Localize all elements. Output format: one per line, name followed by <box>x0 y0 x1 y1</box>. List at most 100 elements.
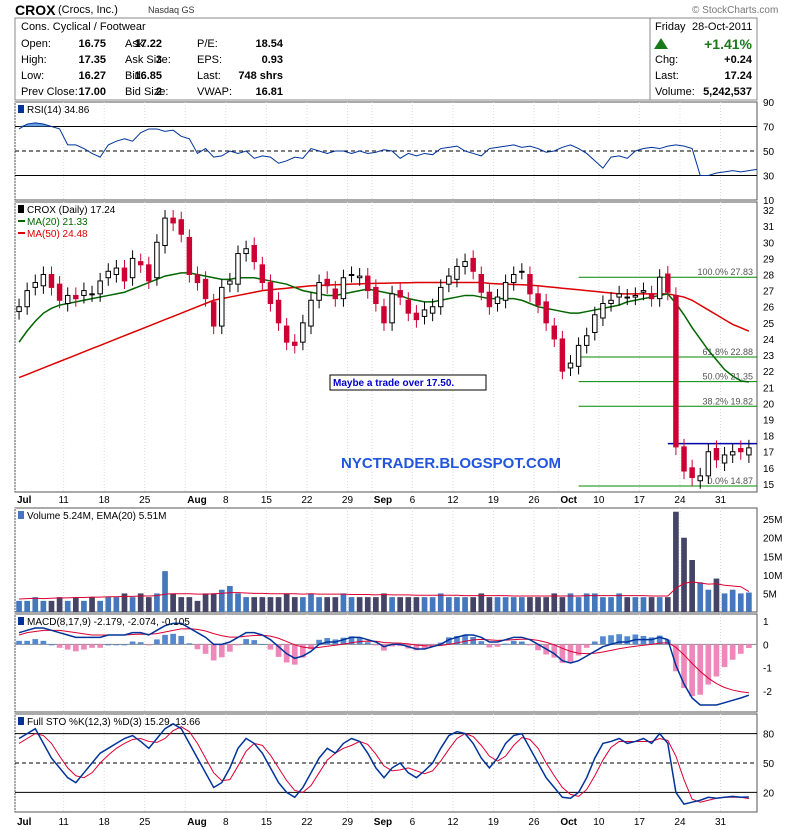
x-axis-label: 29 <box>342 495 354 506</box>
price-tick-label: 26 <box>763 303 775 314</box>
macd-histogram-bar <box>535 644 541 651</box>
macd-histogram-bar <box>267 644 274 650</box>
macd-histogram-bar <box>470 636 477 645</box>
volume-bar <box>591 593 598 612</box>
macd-histogram-bar <box>56 644 63 648</box>
quote-date: 28-Oct-2011 <box>692 21 753 33</box>
candle-body <box>600 303 606 319</box>
volume-bar <box>373 597 379 612</box>
volume-bar <box>308 593 314 612</box>
x-axis-label: 15 <box>261 495 273 506</box>
x-axis-label-bottom: Oct <box>560 817 577 828</box>
candle-body <box>729 451 736 456</box>
volume-bar <box>89 597 95 612</box>
macd-histogram-bar <box>32 639 39 645</box>
volume-bar <box>235 593 241 612</box>
price-tick-label: 18 <box>763 432 775 443</box>
macd-histogram-bar <box>48 644 55 646</box>
volume-bar <box>543 597 549 612</box>
candle-body <box>48 274 55 288</box>
volume-bar <box>267 597 274 612</box>
price-tick-label: 25 <box>763 319 775 330</box>
volume-bar <box>316 597 322 612</box>
macd-histogram-bar <box>527 644 533 646</box>
macd-histogram-bar <box>705 644 712 685</box>
x-axis-label-bottom: 17 <box>634 817 646 828</box>
candle-body <box>519 270 525 273</box>
candle-body <box>535 293 541 306</box>
volume-bar <box>697 582 704 612</box>
x-axis-label-bottom: 22 <box>301 817 313 828</box>
x-axis-label: Oct <box>560 495 577 506</box>
volume-bar <box>283 593 290 612</box>
candle-body <box>243 248 249 255</box>
quote-value: 3 <box>155 54 162 66</box>
candle-body <box>113 267 120 275</box>
candle-body <box>746 447 752 456</box>
macd-histogram-bar <box>251 640 258 645</box>
volume-bar <box>56 597 63 612</box>
price-tick-label: 21 <box>763 383 775 394</box>
price-panel-frame <box>14 201 758 493</box>
macd-histogram-bar <box>624 636 631 645</box>
macd-histogram-bar <box>397 644 404 647</box>
rsi-tick-label: 50 <box>763 147 775 158</box>
candle-body <box>681 446 687 472</box>
sto-k-line <box>18 722 749 806</box>
volume-bar <box>324 597 331 612</box>
macd-histogram-bar <box>478 641 485 645</box>
macd-histogram-bar <box>697 644 704 695</box>
candle-body <box>365 275 371 292</box>
volume-bar <box>600 597 606 612</box>
rsi-tick-label: 70 <box>763 123 775 134</box>
candle-body <box>73 294 79 300</box>
macd-histogram-bar <box>218 644 225 658</box>
candle-body <box>429 306 436 314</box>
macd-histogram-bar <box>373 644 379 646</box>
macd-histogram-bar <box>137 642 144 645</box>
volume-bar <box>583 593 590 612</box>
macd-histogram-bar <box>16 640 22 645</box>
candle-body <box>40 274 47 287</box>
exchange-name: Nasdaq GS <box>148 5 195 15</box>
macd-histogram-bar <box>689 644 695 697</box>
volume-bar <box>202 593 209 612</box>
macd-histogram-bar <box>518 641 525 645</box>
candle-body <box>308 299 314 327</box>
quote-label: VWAP: <box>197 86 233 98</box>
candle-body <box>527 274 533 295</box>
x-axis-label-bottom: Sep <box>374 817 392 828</box>
macd-histogram-bar <box>673 644 679 672</box>
macd-histogram-bar <box>259 643 266 645</box>
price-tick-label: 24 <box>763 335 775 346</box>
rsi-tick-label: 90 <box>763 98 775 109</box>
volume-legend-label: Volume 5.24M, EMA(20) 5.51M <box>27 511 167 522</box>
price-legend-label: CROX (Daily) 17.24 <box>27 205 116 216</box>
sto-tick-label: 50 <box>763 759 775 770</box>
macd-histogram-bar <box>746 644 752 649</box>
quote-value: 16.27 <box>78 70 106 82</box>
macd-histogram-bar <box>162 634 168 645</box>
candle-body <box>316 282 322 301</box>
macd-histogram-bar <box>559 644 566 663</box>
candle-body <box>608 299 614 304</box>
volume-ema-line <box>19 581 750 600</box>
x-axis-label-bottom: 24 <box>674 817 686 828</box>
volume-bar <box>218 589 225 612</box>
candle-body <box>146 264 152 282</box>
macd-histogram-bar <box>89 644 95 648</box>
quote-value: 0.93 <box>261 54 283 66</box>
macd-histogram-bar <box>316 639 322 645</box>
x-axis-label: 8 <box>223 495 229 506</box>
volume-bar <box>210 593 217 612</box>
volume-bar <box>551 593 558 612</box>
macd-histogram-bar <box>40 640 47 645</box>
candle-body <box>275 299 282 324</box>
candle-body <box>194 274 201 284</box>
right-quote-label: Last: <box>655 70 679 82</box>
quote-label: Bid Size: <box>125 86 169 98</box>
price-tick-label: 15 <box>763 480 775 491</box>
candle-body <box>592 314 598 333</box>
macd-histogram-bar <box>389 644 395 647</box>
